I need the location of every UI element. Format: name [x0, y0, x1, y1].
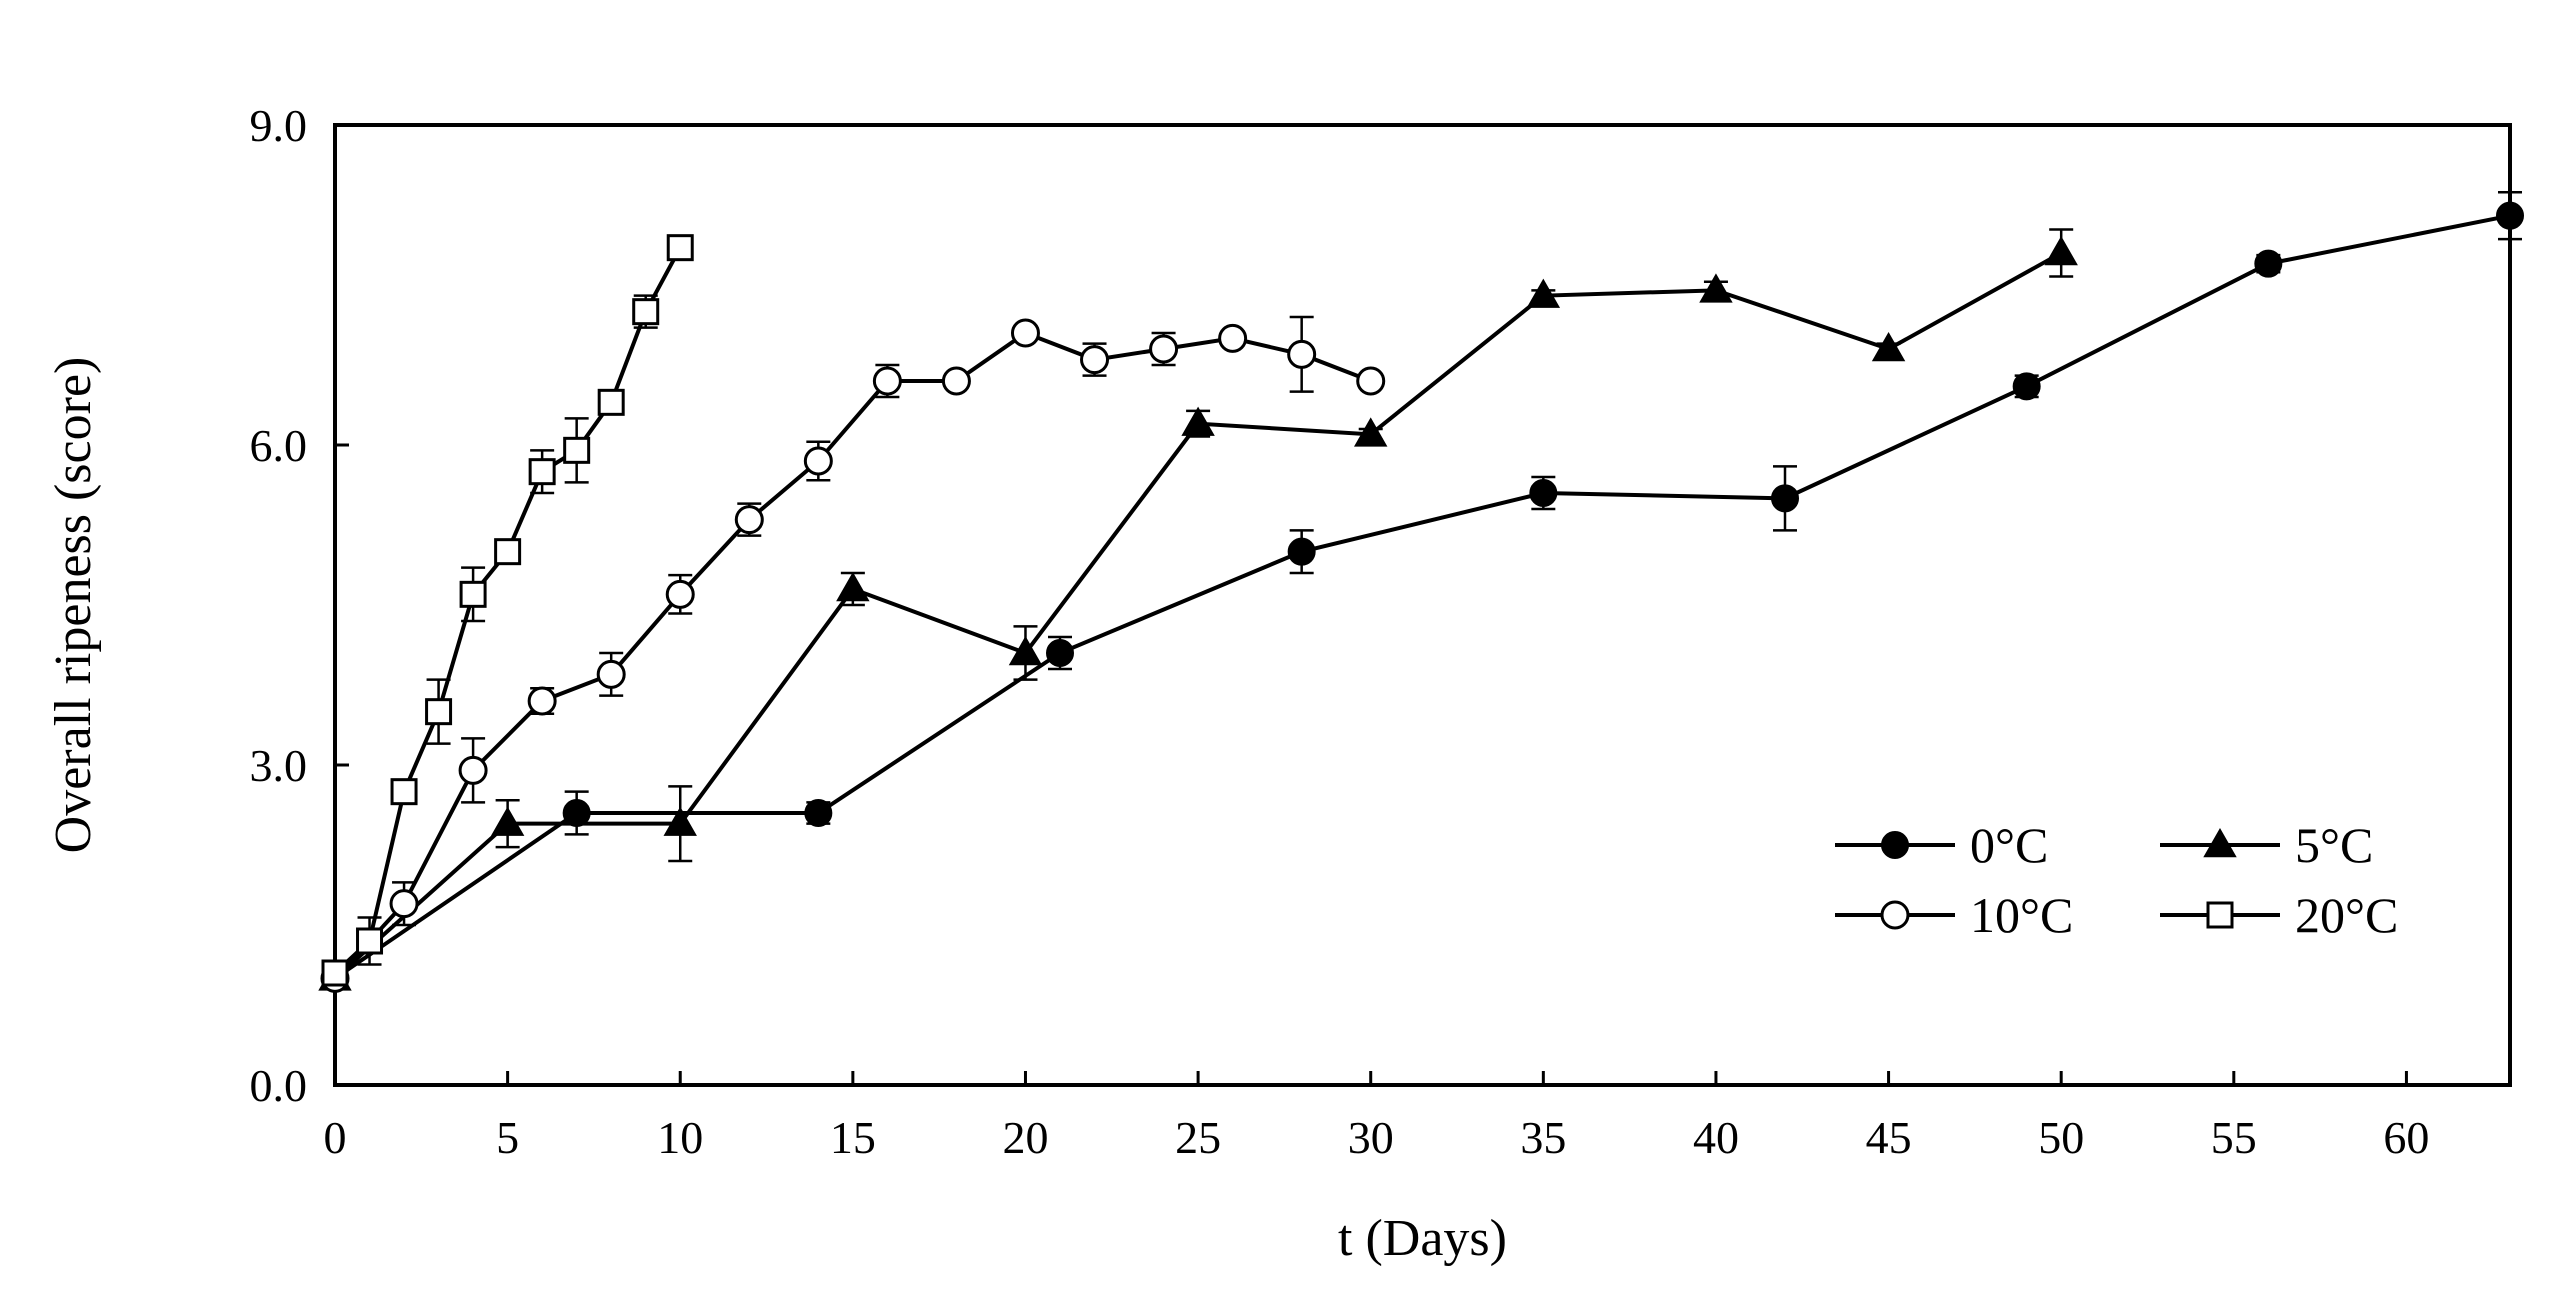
axes: 0 5 10 15 20 25 30 35 40 45 50 55 60 0.0 3.0 6.0 9.0	[250, 100, 2512, 1163]
legend-entry: 5°C	[2160, 817, 2373, 873]
legend-entry: 10°C	[1835, 887, 2073, 943]
data-point	[1356, 366, 1386, 396]
series-0CC	[321, 190, 2524, 993]
legend-entry: 0°C	[1835, 817, 2048, 873]
data-point	[563, 436, 591, 464]
x-tick-label: 5	[496, 1112, 519, 1163]
y-tick-label: 0.0	[250, 1060, 308, 1111]
data-point	[527, 686, 557, 716]
y-tick-label: 6.0	[250, 420, 308, 471]
series-line	[333, 330, 1372, 980]
data-point	[1046, 639, 1074, 667]
data-point	[941, 366, 971, 396]
series-lines	[318, 190, 2524, 993]
data-point	[734, 505, 764, 535]
data-point	[803, 446, 833, 476]
series-line	[333, 251, 2063, 980]
data-point	[1529, 479, 1558, 507]
data-point	[494, 538, 522, 566]
x-tick-label: 0	[324, 1112, 347, 1163]
data-point	[1218, 323, 1248, 353]
data-point	[528, 458, 556, 486]
x-tick-label: 40	[1693, 1112, 1739, 1163]
legend-label: 5°C	[2295, 817, 2373, 873]
plot-frame	[333, 123, 2512, 1087]
data-point	[1526, 278, 1561, 308]
series-10CC	[320, 315, 1386, 993]
x-tick-label: 50	[2038, 1112, 2084, 1163]
data-point	[1353, 417, 1388, 447]
data-point	[663, 806, 697, 836]
data-point	[2012, 372, 2041, 401]
x-tick-label: 60	[2383, 1112, 2429, 1163]
data-point	[1699, 273, 1733, 303]
data-point	[1008, 635, 1043, 666]
legend-marker	[2203, 827, 2237, 858]
x-axis-title: t (Days)	[1338, 1210, 1507, 1267]
data-point	[666, 234, 694, 262]
data-point	[490, 806, 525, 836]
data-point	[1871, 331, 1906, 362]
x-tick-label: 30	[1348, 1112, 1394, 1163]
legend-marker	[1880, 900, 1910, 930]
data-point	[1771, 484, 1799, 513]
data-point	[458, 755, 488, 785]
series-5CC	[318, 228, 2078, 991]
x-tick-label: 45	[1866, 1112, 1912, 1163]
y-tick-label: 3.0	[250, 740, 308, 791]
y-tick-label: 9.0	[250, 100, 308, 151]
legend-label: 10°C	[1970, 887, 2073, 943]
data-point	[1080, 345, 1110, 375]
x-tick-label: 15	[830, 1112, 876, 1163]
data-point	[390, 778, 418, 806]
series-line	[333, 213, 2511, 980]
legend-label: 20°C	[2295, 887, 2398, 943]
data-point	[596, 659, 626, 689]
data-point	[2044, 235, 2078, 266]
legend-entry: 20°C	[2160, 887, 2398, 943]
series-line	[333, 246, 682, 975]
y-axis-title: Overall ripeness (score)	[45, 357, 102, 854]
legend-marker	[2206, 901, 2234, 929]
data-point	[1287, 537, 1316, 566]
data-point	[804, 799, 833, 827]
data-point	[836, 571, 870, 602]
x-tick-label: 10	[657, 1112, 703, 1163]
legend-label: 0°C	[1970, 817, 2048, 873]
data-point	[389, 889, 419, 919]
data-point	[2496, 201, 2524, 230]
data-point	[665, 579, 695, 609]
data-point	[597, 388, 625, 416]
data-point	[872, 366, 902, 396]
data-point	[562, 799, 591, 827]
data-point	[321, 959, 349, 987]
x-tick-label: 35	[1520, 1112, 1566, 1163]
legend: 0°C 5°C 10°C 20°C	[1835, 817, 2398, 943]
data-point	[1149, 334, 1179, 364]
x-tick-label: 55	[2211, 1112, 2257, 1163]
data-point	[632, 298, 660, 326]
data-point	[2254, 249, 2283, 278]
series-20CC	[321, 234, 694, 987]
data-point	[356, 927, 384, 955]
data-point	[1010, 318, 1040, 348]
data-point	[425, 698, 453, 726]
x-tick-label: 20	[1002, 1112, 1048, 1163]
data-point	[1287, 339, 1317, 369]
x-tick-label: 25	[1175, 1112, 1221, 1163]
data-point	[459, 580, 487, 608]
legend-marker	[1881, 831, 1909, 859]
data-point	[1181, 406, 1215, 436]
